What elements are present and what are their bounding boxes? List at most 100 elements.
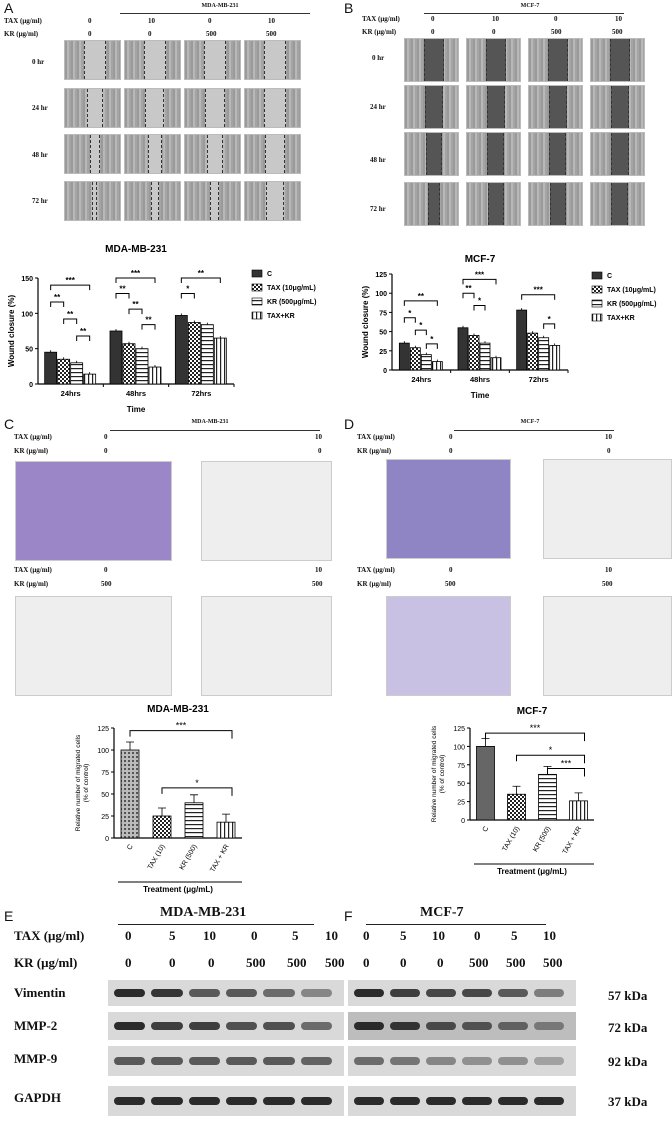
significance-bracket [425, 343, 438, 349]
y-tick-label: 0 [383, 368, 387, 375]
y-tick-label: 125 [97, 726, 109, 733]
blot-strip-1-f [348, 1012, 576, 1040]
bar [184, 802, 204, 839]
panel-c-kr-0: 0 [104, 447, 108, 455]
x-tick-label: 48hrs [126, 389, 146, 398]
wound-image-b-r0-c2 [528, 38, 583, 82]
x-axis-label: Treatment (μg/mL) [497, 867, 567, 876]
blot-tax-lane-e2: 10 [203, 928, 216, 943]
blot-strip-0-f [348, 980, 576, 1006]
wound-image-b-r1-c3 [590, 85, 645, 129]
wound-image-a-r0-c1 [124, 40, 181, 80]
significance-bracket [128, 308, 143, 315]
bar [468, 335, 480, 371]
blot-protein-gapdh: GAPDH [14, 1090, 61, 1105]
error-bar [222, 813, 230, 823]
significance-bracket [521, 294, 556, 300]
panel-b-label: B [344, 0, 354, 16]
wound-image-b-r0-c3 [590, 38, 645, 82]
blot-kr-label: KR (μg/ml) [14, 955, 78, 970]
bar [152, 815, 172, 839]
blot-tax-lane-e0: 0 [125, 928, 132, 943]
blot-band [462, 1057, 492, 1065]
significance-bracket [473, 304, 486, 311]
legend-label: TAX (10μg/mL) [607, 287, 656, 294]
chart-title: MCF-7 [465, 254, 496, 265]
panel-f-label: F [344, 908, 353, 924]
blot-kr-lane-f2: 0 [437, 955, 444, 970]
micrograph-c-control [15, 461, 172, 561]
blot-band [426, 1057, 456, 1065]
x-tick-label: TAX (10) [501, 826, 521, 853]
blot-band [188, 989, 220, 997]
significance-bracket [76, 335, 91, 341]
x-tick-label: TAX (10) [147, 844, 167, 871]
significance-bracket [403, 300, 438, 306]
bar [549, 345, 561, 371]
wound-image-b-r2-c3 [590, 132, 645, 176]
blot-band [151, 1022, 183, 1030]
panel-b-kr-label: KR (μg/ml) [362, 28, 397, 36]
bar [527, 332, 539, 371]
panel-c-tax-2: 0 [104, 566, 108, 574]
wound-image-b-r2-c0 [404, 132, 459, 176]
significance-bracket [141, 324, 156, 330]
legend-label: TAX+KR [607, 315, 635, 322]
panel-c-tax-0: 0 [104, 433, 108, 441]
legend-swatch [591, 285, 603, 294]
wound-image-b-r1-c0 [404, 85, 459, 129]
blot-band [263, 1097, 295, 1105]
blot-band [534, 1057, 564, 1065]
wound-image-a-r1-c3 [244, 88, 301, 128]
significance-bracket [543, 323, 556, 329]
blot-strip-3-f [348, 1086, 576, 1116]
blot-band [354, 1057, 384, 1065]
bar [516, 309, 528, 371]
significance-label: ** [418, 292, 425, 301]
bar [216, 821, 236, 839]
blot-band [226, 1022, 258, 1030]
panel-a-kr-1: 0 [148, 30, 152, 38]
y-axis-label-2: (% of control) [83, 764, 90, 803]
error-bar [158, 807, 166, 816]
wound-image-b-r0-c0 [404, 38, 459, 82]
significance-label: * [549, 745, 553, 755]
panel-b-time-1: 24 hr [370, 103, 386, 111]
significance-label: *** [176, 721, 187, 731]
blot-protein-mmp9: MMP-9 [14, 1051, 58, 1066]
significance-label: *** [561, 758, 572, 768]
y-tick-label: 50 [379, 330, 387, 337]
blot-tax-label: TAX (μg/ml) [14, 928, 85, 943]
wound-image-a-r2-c3 [244, 134, 301, 174]
blot-strip-3-e [108, 1086, 344, 1116]
blot-band [498, 989, 528, 997]
x-tick-label: 24hrs [411, 375, 431, 384]
significance-bracket [115, 277, 156, 283]
y-tick-label: 50 [457, 781, 465, 788]
panel-a-tax-1: 10 [148, 17, 155, 25]
panel-d-label: D [344, 416, 355, 432]
wound-image-b-r0-c1 [466, 38, 521, 82]
blot-band [426, 1022, 456, 1030]
y-axis-label: Wound closure (%) [361, 286, 370, 359]
panel-a-kr-3: 500 [266, 30, 277, 38]
bar [200, 324, 214, 385]
blot-kda-vimentin: 57 kDa [608, 988, 648, 1003]
x-axis-label: Time [127, 405, 146, 414]
panel-b-time-3: 72 hr [370, 205, 386, 213]
x-tick-label: 72hrs [191, 389, 211, 398]
panel-b-tax-1: 10 [492, 15, 499, 23]
legend-label: KR (500μg/mL) [607, 301, 656, 308]
blot-band [390, 1097, 420, 1105]
x-tick-label: KR (500) [532, 826, 552, 854]
panel-b-tax-3: 10 [615, 15, 622, 23]
significance-label: ** [67, 310, 74, 319]
wound-image-a-r3-c1 [124, 181, 181, 221]
micrograph-c-taxkr [201, 596, 332, 696]
legend-label: C [267, 271, 272, 278]
panel-c-kr-label: KR (μg/ml) [14, 447, 49, 455]
panel-a-time-2: 48 hr [32, 151, 48, 159]
blot-band [462, 1097, 492, 1105]
bar [409, 347, 421, 371]
legend-label: KR (500μg/mL) [267, 299, 316, 306]
